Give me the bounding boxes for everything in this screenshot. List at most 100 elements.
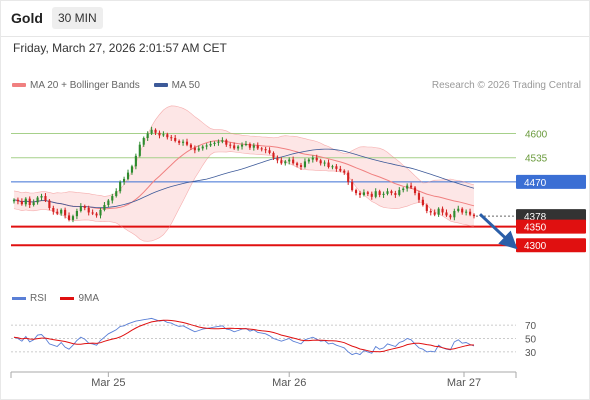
candle-body <box>468 211 472 215</box>
legend-ma50-label: MA 50 <box>171 80 200 91</box>
candle-body <box>461 208 464 213</box>
candle-body <box>91 212 94 214</box>
x-tick-label: Mar 26 <box>272 377 306 389</box>
candle-body <box>56 211 59 214</box>
candle-body <box>335 166 338 169</box>
rsi-swatch <box>12 296 26 300</box>
candle-body <box>130 166 134 173</box>
candle-body <box>311 157 314 160</box>
candle-body <box>260 148 263 150</box>
candle-body <box>366 192 369 194</box>
candle-body <box>24 198 27 205</box>
candle-body <box>323 162 326 164</box>
candle-body <box>457 208 460 211</box>
candle-body <box>331 166 334 168</box>
candle-body <box>154 129 157 133</box>
level-tag-4350 <box>516 219 586 234</box>
rsi-level-label-70: 70 <box>525 321 537 332</box>
candle-body <box>472 214 476 217</box>
candle-body <box>406 185 409 189</box>
candle-body <box>292 159 295 164</box>
candle-body <box>87 207 90 213</box>
candle-body <box>374 191 377 197</box>
bollinger-lower-line <box>13 151 475 242</box>
candle-body <box>52 207 55 212</box>
candle-body <box>453 210 456 218</box>
candle-body <box>362 192 365 195</box>
legend-rsi-label: RSI <box>30 293 47 304</box>
candle-body <box>205 145 208 147</box>
candle-body <box>343 170 346 173</box>
candle-body <box>60 209 63 214</box>
candle-body <box>268 150 271 153</box>
9ma-swatch <box>60 296 75 300</box>
legend-item-rsi: RSI <box>12 293 47 304</box>
candle-body <box>248 143 251 148</box>
level-label-4600: 4600 <box>525 130 548 141</box>
candle-body <box>244 143 248 145</box>
candle-body <box>272 152 275 158</box>
candle-body <box>288 159 291 162</box>
candle-body <box>327 162 330 168</box>
candle-body <box>115 191 118 197</box>
candle-body <box>71 216 75 220</box>
candle-body <box>351 181 354 191</box>
candle-body <box>48 200 51 208</box>
candle-body <box>36 197 39 203</box>
candle-body <box>16 199 20 202</box>
candle-body <box>413 187 417 194</box>
candle-body <box>433 212 436 215</box>
candle-body <box>398 190 401 195</box>
candle-body <box>75 210 78 217</box>
candle-body <box>425 205 428 211</box>
level-label-4378: 4378 <box>524 212 547 223</box>
candle-body <box>12 199 16 202</box>
candle-body <box>44 196 47 201</box>
candle-body <box>174 137 177 141</box>
candle-body <box>465 211 468 213</box>
candle-body <box>417 193 421 200</box>
bollinger-band-fill <box>14 105 474 242</box>
legend-item-ma50: MA 50 <box>153 80 200 91</box>
candle-body <box>213 142 216 144</box>
candle-body <box>339 168 342 171</box>
rsi-legend: RSI 9MA <box>12 293 110 304</box>
candle-body <box>307 159 310 162</box>
legend-item-9ma: 9MA <box>60 293 99 304</box>
candle-body <box>103 205 106 210</box>
candle-body <box>158 132 161 136</box>
rsi-level-label-30: 30 <box>525 348 537 359</box>
candle-body <box>296 163 299 166</box>
candle-body <box>32 202 35 205</box>
candle-body <box>354 190 358 194</box>
candle-body <box>166 134 169 138</box>
bollinger-upper-line <box>13 105 475 197</box>
candle-body <box>394 193 397 195</box>
level-label-4350: 4350 <box>524 223 547 234</box>
candle-body <box>276 157 279 161</box>
ma50-line <box>13 148 475 209</box>
forecast-arrow <box>478 213 518 250</box>
chart-datetime: Friday, March 27, 2026 2:01:57 AM CET <box>13 41 227 55</box>
candle-body <box>382 193 385 195</box>
candle-body <box>347 172 350 182</box>
chart-header: Gold 30 MIN <box>0 0 590 37</box>
candle-body <box>299 165 303 168</box>
candle-body <box>209 143 212 146</box>
level-tag-4300 <box>516 238 586 253</box>
candle-body <box>123 178 126 182</box>
candle-body <box>79 206 82 211</box>
candle-body <box>319 160 322 164</box>
candle-body <box>315 157 318 161</box>
candle-body <box>67 215 71 220</box>
rsi-level-label-50: 50 <box>525 335 537 346</box>
instrument-title: Gold <box>11 10 43 26</box>
candle-body <box>303 161 307 168</box>
rsi-9ma-line <box>13 319 475 353</box>
candle-body <box>28 198 31 205</box>
candle-body <box>284 161 287 164</box>
candle-body <box>378 191 381 195</box>
candle-body <box>386 191 389 194</box>
timeframe-selector[interactable]: 30 MIN <box>52 7 103 29</box>
